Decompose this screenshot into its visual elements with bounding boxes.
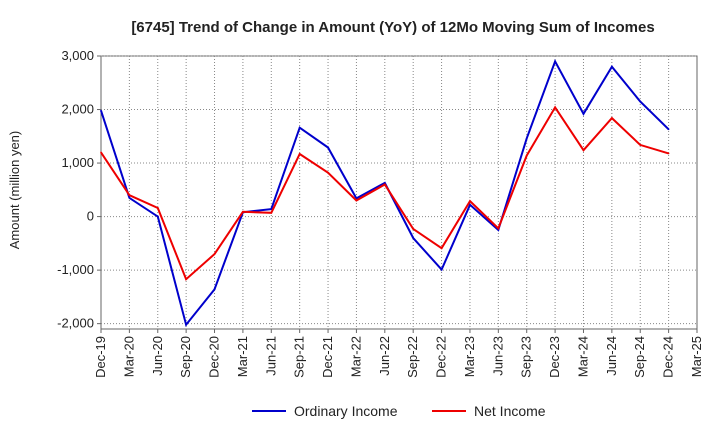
x-tick-label: Mar-23 [462,336,477,377]
data-point-ordinary-income [440,268,443,271]
data-point-net-income [497,227,500,230]
x-tick-label: Sep-23 [519,336,534,378]
data-point-ordinary-income [554,60,556,63]
data-point-ordinary-income [384,182,386,184]
data-point-net-income [355,199,358,202]
y-tick-label: 0 [87,209,94,224]
data-point-net-income [128,194,131,196]
y-axis-label: Amount (million yen) [7,131,22,250]
x-tick-label: Dec-21 [320,336,335,378]
x-tick-label: Mar-22 [348,336,363,377]
data-point-ordinary-income [185,323,187,326]
data-point-ordinary-income [213,288,216,291]
data-point-net-income [639,144,642,146]
data-point-ordinary-income [298,126,301,129]
x-tick-label: Jun-20 [150,336,165,376]
data-point-ordinary-income [128,197,131,199]
data-point-net-income [298,153,301,155]
data-point-net-income [156,207,159,209]
x-tick-label: Mar-25 [689,336,704,377]
x-tick-label: Sep-22 [405,336,420,378]
data-point-net-income [611,117,613,119]
data-point-ordinary-income [611,65,613,68]
x-tick-label: Sep-21 [292,336,307,378]
data-point-net-income [384,183,386,186]
data-point-net-income [469,200,471,202]
data-point-net-income [213,253,216,255]
x-tick-label: Mar-21 [235,336,250,377]
x-tick-label: Dec-20 [207,336,222,378]
y-tick-label: 3,000 [61,48,94,63]
data-point-ordinary-income [469,204,471,206]
data-point-ordinary-income [100,109,102,112]
y-tick-label: 1,000 [61,155,94,170]
plot-area: 3,000 2,000 1,000 0 -1,000 -2,000 Dec-19 Mar-20… [57,48,704,378]
data-point-ordinary-income [156,215,159,218]
data-point-net-income [185,278,187,281]
legend-label-net-income: Net Income [474,403,546,419]
data-point-net-income [327,171,329,174]
data-point-net-income [100,151,102,154]
data-point-net-income [270,212,273,214]
x-tick-label: Jun-23 [490,336,505,376]
data-point-net-income [582,149,585,152]
data-point-ordinary-income [639,100,642,103]
x-tick-label: Sep-20 [178,336,193,378]
data-point-net-income [525,154,528,157]
x-tick-label: Mar-20 [121,336,136,377]
plot-frame [100,55,698,330]
x-tick-label: Dec-19 [93,336,108,378]
x-tick-label: Jun-24 [604,336,619,376]
x-tick-label: Sep-24 [632,336,647,378]
data-point-ordinary-income [270,208,273,210]
chart-title: [6745] Trend of Change in Amount (YoY) o… [131,19,654,36]
legend-label-ordinary-income: Ordinary Income [294,403,398,419]
data-point-ordinary-income [525,137,528,140]
y-tick-label: -1,000 [57,262,94,277]
data-point-ordinary-income [327,146,329,149]
data-point-net-income [667,152,670,155]
x-tick-label: Dec-22 [434,336,449,378]
data-point-net-income [242,210,244,213]
x-tick-label: Jun-21 [263,336,278,376]
data-point-net-income [554,106,556,109]
data-point-net-income [412,228,414,230]
y-tick-label: -2,000 [57,316,94,331]
data-point-net-income [440,247,443,249]
data-point-ordinary-income [412,237,414,239]
x-tick-label: Dec-24 [661,336,676,378]
data-point-ordinary-income [582,113,585,115]
x-tick-label: Mar-24 [575,336,590,377]
legend: Ordinary Income Net Income [252,403,546,419]
y-tick-label: 2,000 [61,102,94,117]
x-tick-label: Dec-23 [547,336,562,378]
data-point-ordinary-income [667,128,670,131]
x-tick-label: Jun-22 [377,336,392,376]
